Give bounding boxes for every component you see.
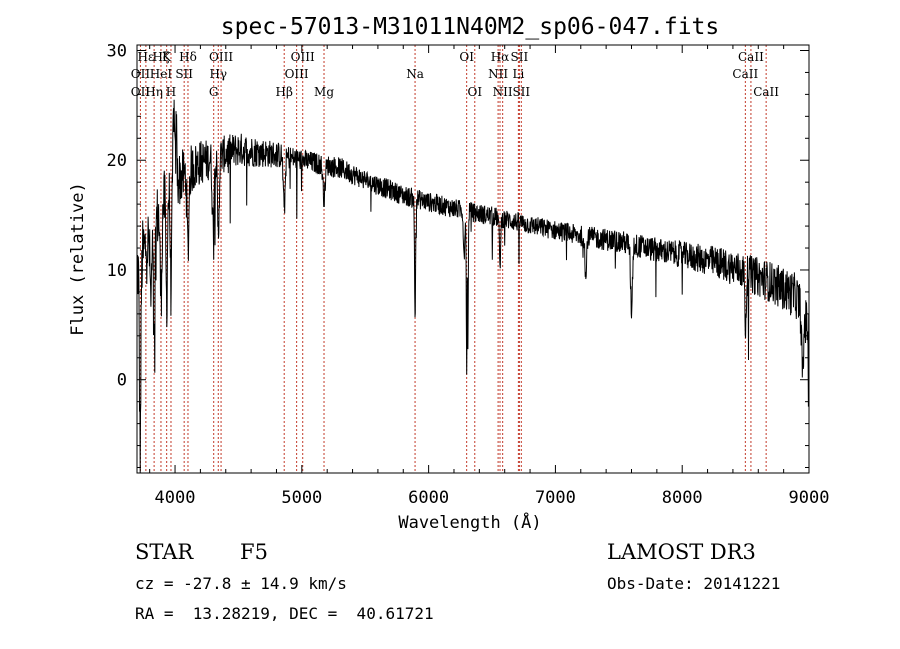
spectral-line-label: K [162, 50, 172, 64]
spectral-line-label: OII [131, 67, 151, 81]
x-axis-ticks: 4000 5000 6000 7000 8000 9000 [149, 45, 830, 508]
sky-coordinates: RA = 13.28219, DEC = 40.61721 [135, 604, 434, 623]
y-tick-label: 10 [107, 261, 127, 281]
spectral-line-label: H [166, 85, 176, 99]
spectral-line-label: OIII [285, 67, 309, 81]
x-tick-label: 7000 [535, 488, 576, 508]
spectral-line-label: OII [131, 85, 151, 99]
spectral-line-label: CaII [732, 67, 758, 81]
spectrum-line [136, 99, 810, 474]
spectral-line-markers [139, 45, 767, 473]
spectral-line-label: G [209, 85, 219, 99]
spectral-line-label: NII [488, 67, 508, 81]
y-axis-ticks: 0 10 20 30 [107, 41, 809, 469]
x-tick-label: 5000 [281, 488, 322, 508]
plot-frame [136, 44, 810, 474]
x-tick-label: 8000 [662, 488, 703, 508]
spectral-line-label: Na [406, 67, 424, 81]
object-class: STAR [135, 540, 194, 564]
y-tick-label: 30 [107, 41, 127, 61]
spectral-line-label: SII [512, 85, 530, 99]
spectral-line-label: NII [493, 85, 513, 99]
spectral-line-label: CaII [753, 85, 779, 99]
chart-title: spec-57013-M31011N40M2_sp06-047.fits [221, 14, 720, 40]
spectral-line-label: OI [467, 85, 482, 99]
spectral-line-label: Hδ [179, 50, 197, 64]
x-tick-label: 4000 [155, 488, 196, 508]
x-axis-label: Wavelength (Å) [398, 511, 541, 533]
spectral-line-label: Hζ [152, 50, 169, 64]
spectral-line-label: OIII [209, 50, 233, 64]
spectral-line-label: Li [512, 67, 524, 81]
observation-date: Obs-Date: 20141221 [607, 574, 781, 593]
spectral-line-label: Hη [145, 85, 163, 99]
spectral-line-label: SII [511, 50, 529, 64]
spectral-line-label: HeI [150, 67, 173, 81]
spectral-line-label: OI [459, 50, 474, 64]
x-tick-label: 9000 [789, 488, 830, 508]
spectral-line-label: Mg [314, 85, 334, 99]
x-tick-label: 6000 [408, 488, 449, 508]
y-tick-label: 0 [117, 371, 127, 391]
spectral-line-label: SII [175, 67, 193, 81]
y-tick-label: 20 [107, 151, 127, 171]
spectral-line-label: Hβ [276, 85, 293, 99]
survey-name: LAMOST DR3 [607, 540, 756, 564]
y-axis-label: Flux (relative) [68, 182, 88, 336]
spectral-line-label: Hε [138, 50, 155, 64]
spectral-line-label: Hγ [209, 67, 227, 81]
spectral-line-label: OIII [291, 50, 315, 64]
spectral-line-label: Hα [491, 50, 510, 64]
redshift-velocity: cz = -27.8 ± 14.9 km/s [135, 574, 347, 593]
spectral-line-label: CaII [738, 50, 764, 64]
object-subclass: F5 [240, 540, 268, 564]
